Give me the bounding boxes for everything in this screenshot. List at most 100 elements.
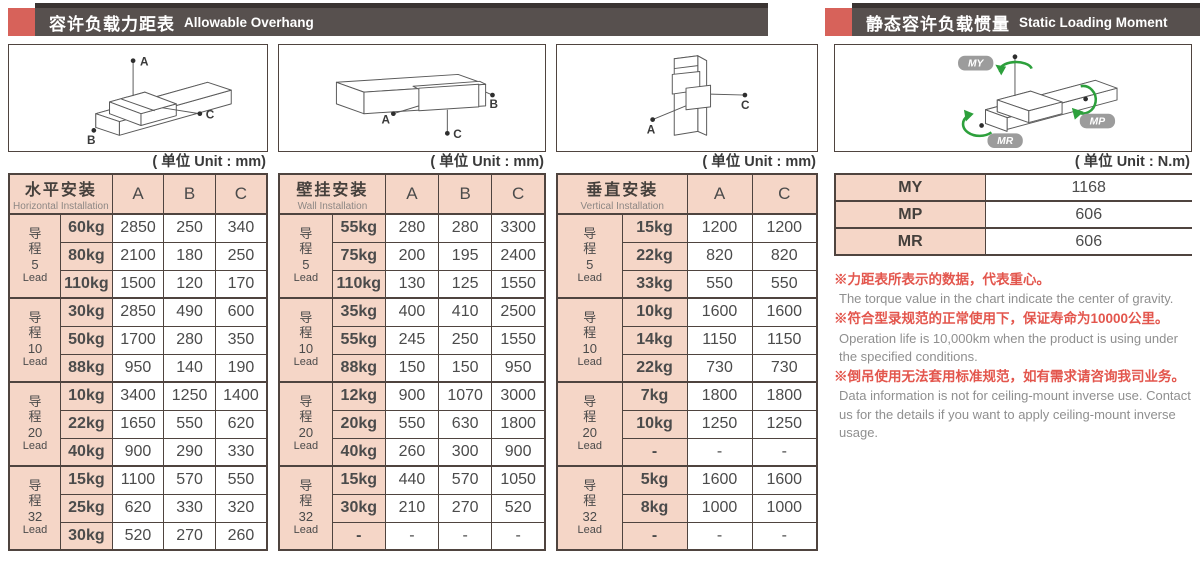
moment-label-my: MY bbox=[968, 59, 985, 70]
table-row: 22kg 820 820 bbox=[557, 241, 818, 271]
lead-label-zh: 导程 bbox=[583, 225, 597, 256]
load-cell: 33kg bbox=[621, 269, 688, 299]
lead-number: 10 bbox=[582, 340, 597, 356]
lead-cell: 导程 20 Lead bbox=[556, 381, 623, 467]
load-cell: 14kg bbox=[621, 325, 688, 355]
value-cell: 490 bbox=[163, 297, 216, 327]
static-loading-moment-table: MY 1168 MP 606 MR 606 bbox=[834, 173, 1192, 256]
installation-title: 垂直安装 Vertical Installation bbox=[556, 173, 688, 215]
lead-cell: 导程 32 Lead bbox=[556, 465, 623, 551]
value-cell: 1250 bbox=[686, 409, 753, 439]
value-cell: 600 bbox=[214, 297, 268, 327]
point-label-c: C bbox=[206, 109, 215, 122]
value-cell: 2850 bbox=[111, 213, 165, 243]
header-title-zh: 静态容许负载惯量 bbox=[866, 14, 1010, 34]
table-row: 导程 32 Lead 15kg 1100 570 550 bbox=[8, 465, 268, 551]
installation-title-zh: 壁挂安装 bbox=[296, 182, 369, 199]
lead-label-en: Lead bbox=[293, 272, 319, 285]
header-title-en: Static Loading Moment bbox=[1019, 14, 1168, 30]
value-cell: 120 bbox=[163, 269, 216, 299]
column-header-b: B bbox=[438, 173, 493, 215]
table-row: 导程 20 Lead 7kg 1800 1800 bbox=[556, 381, 818, 467]
load-cell: 40kg bbox=[60, 437, 113, 467]
table-row: 导程 10 Lead 10kg 1600 1600 bbox=[556, 297, 818, 383]
load-cell: 40kg bbox=[331, 437, 386, 467]
horizontal-installation-table: 水平安装 Horizontal Installation A B C 导程 5 Lead 60k… bbox=[8, 173, 268, 551]
lead-cell: 导程 5 Lead bbox=[556, 213, 623, 299]
table-header-row: 垂直安装 Vertical Installation A C bbox=[556, 173, 818, 215]
lead-label-zh: 导程 bbox=[28, 393, 42, 424]
installation-title-en: Wall Installation bbox=[297, 201, 368, 212]
value-cell: 250 bbox=[214, 241, 268, 271]
moment-label: MP bbox=[834, 200, 985, 229]
lead-label-zh: 导程 bbox=[299, 309, 313, 340]
lead-cell: 导程 5 Lead bbox=[8, 213, 62, 299]
value-cell: 2850 bbox=[111, 297, 165, 327]
installation-title-en: Horizontal Installation bbox=[13, 201, 109, 212]
lead-number: 10 bbox=[27, 340, 43, 356]
value-cell: 290 bbox=[163, 437, 216, 467]
vertical-installation-column: A C ( 单位 Unit : mm) 垂直安装 Vertical Install… bbox=[556, 44, 818, 551]
value-cell: 320 bbox=[214, 493, 268, 523]
column-header-c: C bbox=[214, 173, 268, 215]
note-zh: ※符合型录规范的正常使用下，保证寿命为10000公里。 bbox=[834, 311, 1169, 327]
lead-label-zh: 导程 bbox=[299, 393, 313, 424]
value-cell: 900 bbox=[491, 437, 546, 467]
point-label-c: C bbox=[741, 99, 750, 112]
lead-number: 5 bbox=[586, 256, 594, 272]
value-cell: 730 bbox=[751, 353, 818, 383]
column-header-a: A bbox=[111, 173, 165, 215]
value-cell: 730 bbox=[686, 353, 753, 383]
load-cell: 15kg bbox=[60, 465, 113, 495]
table-row: 导程 20 Lead 12kg 900 1070 3000 bbox=[278, 381, 546, 467]
load-cell: 8kg bbox=[621, 493, 688, 523]
table-header-row: 水平安装 Horizontal Installation A B C bbox=[8, 173, 268, 215]
moment-value: 606 bbox=[984, 227, 1192, 256]
table-row: 88kg 950 140 190 bbox=[9, 353, 268, 383]
lead-cell: 导程 32 Lead bbox=[278, 465, 333, 551]
lead-cell: 导程 20 Lead bbox=[8, 381, 62, 467]
value-cell: 3400 bbox=[111, 381, 165, 411]
table-row: 22kg 1650 550 620 bbox=[9, 409, 268, 439]
table-row: 14kg 1150 1150 bbox=[557, 325, 818, 355]
value-cell: 1100 bbox=[111, 465, 165, 495]
value-cell: 125 bbox=[438, 269, 493, 299]
load-cell: 30kg bbox=[60, 521, 113, 551]
value-cell: 2400 bbox=[491, 241, 546, 271]
installation-title: 水平安装 Horizontal Installation bbox=[8, 173, 113, 215]
lead-label-zh: 导程 bbox=[583, 393, 597, 424]
note-zh: ※倒吊使用无法套用标准规范，如有需求请咨询我司业务。 bbox=[834, 369, 1185, 385]
value-cell: 2500 bbox=[491, 297, 546, 327]
table-row: 导程 5 Lead 60kg 2850 250 340 bbox=[8, 213, 268, 299]
section-header-static-loading-moment: 静态容许负载惯量 Static Loading Moment bbox=[825, 3, 1200, 36]
lead-label-en: Lead bbox=[293, 356, 319, 369]
value-cell: 250 bbox=[163, 213, 216, 243]
value-cell: 280 bbox=[163, 325, 216, 355]
column-header-b: B bbox=[163, 173, 216, 215]
value-cell: 440 bbox=[384, 465, 440, 495]
unit-label: ( 单位 Unit : mm) bbox=[702, 154, 816, 170]
value-cell: 1150 bbox=[686, 325, 753, 355]
value-cell: 260 bbox=[214, 521, 268, 551]
column-header-c: C bbox=[491, 173, 546, 215]
value-cell: 950 bbox=[111, 353, 165, 383]
value-cell: 300 bbox=[438, 437, 493, 467]
value-cell: 350 bbox=[214, 325, 268, 355]
value-cell: 900 bbox=[111, 437, 165, 467]
load-cell: - bbox=[621, 437, 688, 467]
lead-cell: 导程 10 Lead bbox=[8, 297, 62, 383]
value-cell: 340 bbox=[214, 213, 268, 243]
value-cell: - bbox=[751, 521, 818, 551]
table-row: 8kg 1000 1000 bbox=[557, 493, 818, 523]
note-en: The torque value in the chart indicate t… bbox=[839, 291, 1174, 307]
value-cell: 520 bbox=[111, 521, 165, 551]
load-cell: 30kg bbox=[60, 297, 113, 327]
moment-label-mr: MR bbox=[997, 136, 1014, 147]
value-cell: 1200 bbox=[751, 213, 818, 243]
lead-label-en: Lead bbox=[577, 356, 602, 369]
point-label-b: B bbox=[490, 98, 499, 111]
header-title-zh: 容许负载力距表 bbox=[49, 14, 175, 34]
value-cell: 1600 bbox=[751, 465, 818, 495]
lead-label-zh: 导程 bbox=[299, 477, 313, 508]
value-cell: 550 bbox=[384, 409, 440, 439]
